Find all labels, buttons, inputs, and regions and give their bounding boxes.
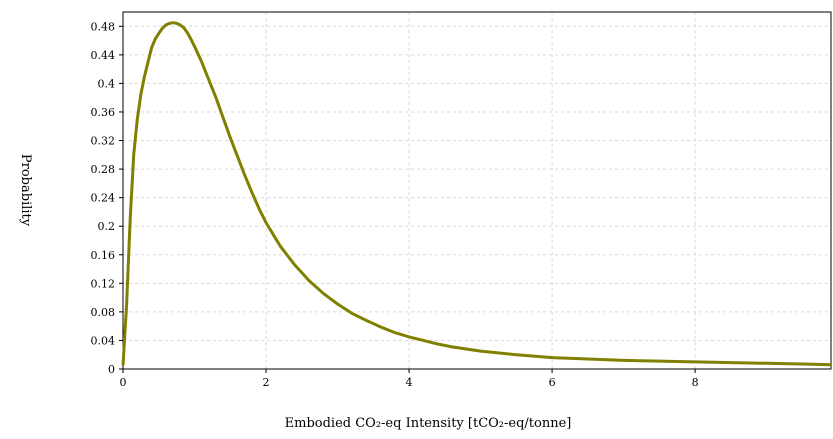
x-axis-title: Embodied CO₂-eq Intensity [tCO₂-eq/tonne… <box>285 416 572 431</box>
y-tick-label: 0.4 <box>98 77 116 90</box>
y-tick-label: 0.2 <box>98 220 116 233</box>
plot-area-frame <box>122 11 832 370</box>
x-tick-label: 2 <box>263 376 270 389</box>
y-tick-label: 0.36 <box>91 106 116 119</box>
y-axis-title: Probability <box>18 154 33 227</box>
y-tick-label: 0.32 <box>91 135 116 148</box>
y-tick-label: 0 <box>108 363 115 376</box>
y-tick-label: 0.28 <box>91 163 116 176</box>
y-tick-label: 0.44 <box>91 49 116 62</box>
y-tick-label: 0.12 <box>91 277 116 290</box>
x-tick-label: 4 <box>406 376 413 389</box>
x-tick-label: 6 <box>549 376 556 389</box>
y-tick-label: 0.16 <box>91 249 116 262</box>
y-tick-label: 0.24 <box>91 192 116 205</box>
y-tick-label: 0.04 <box>91 334 116 347</box>
grid <box>123 12 831 369</box>
x-tick-label: 0 <box>120 376 127 389</box>
axis-ticks: 0 2 4 6 8 0 0.04 0.08 0.12 0.16 0.2 0.24 0.28 0.32 0.3… <box>91 20 699 389</box>
y-tick-label: 0.48 <box>91 20 116 33</box>
series-line <box>121 21 832 367</box>
y-tick-label: 0.08 <box>91 306 116 319</box>
x-tick-label: 8 <box>692 376 699 389</box>
